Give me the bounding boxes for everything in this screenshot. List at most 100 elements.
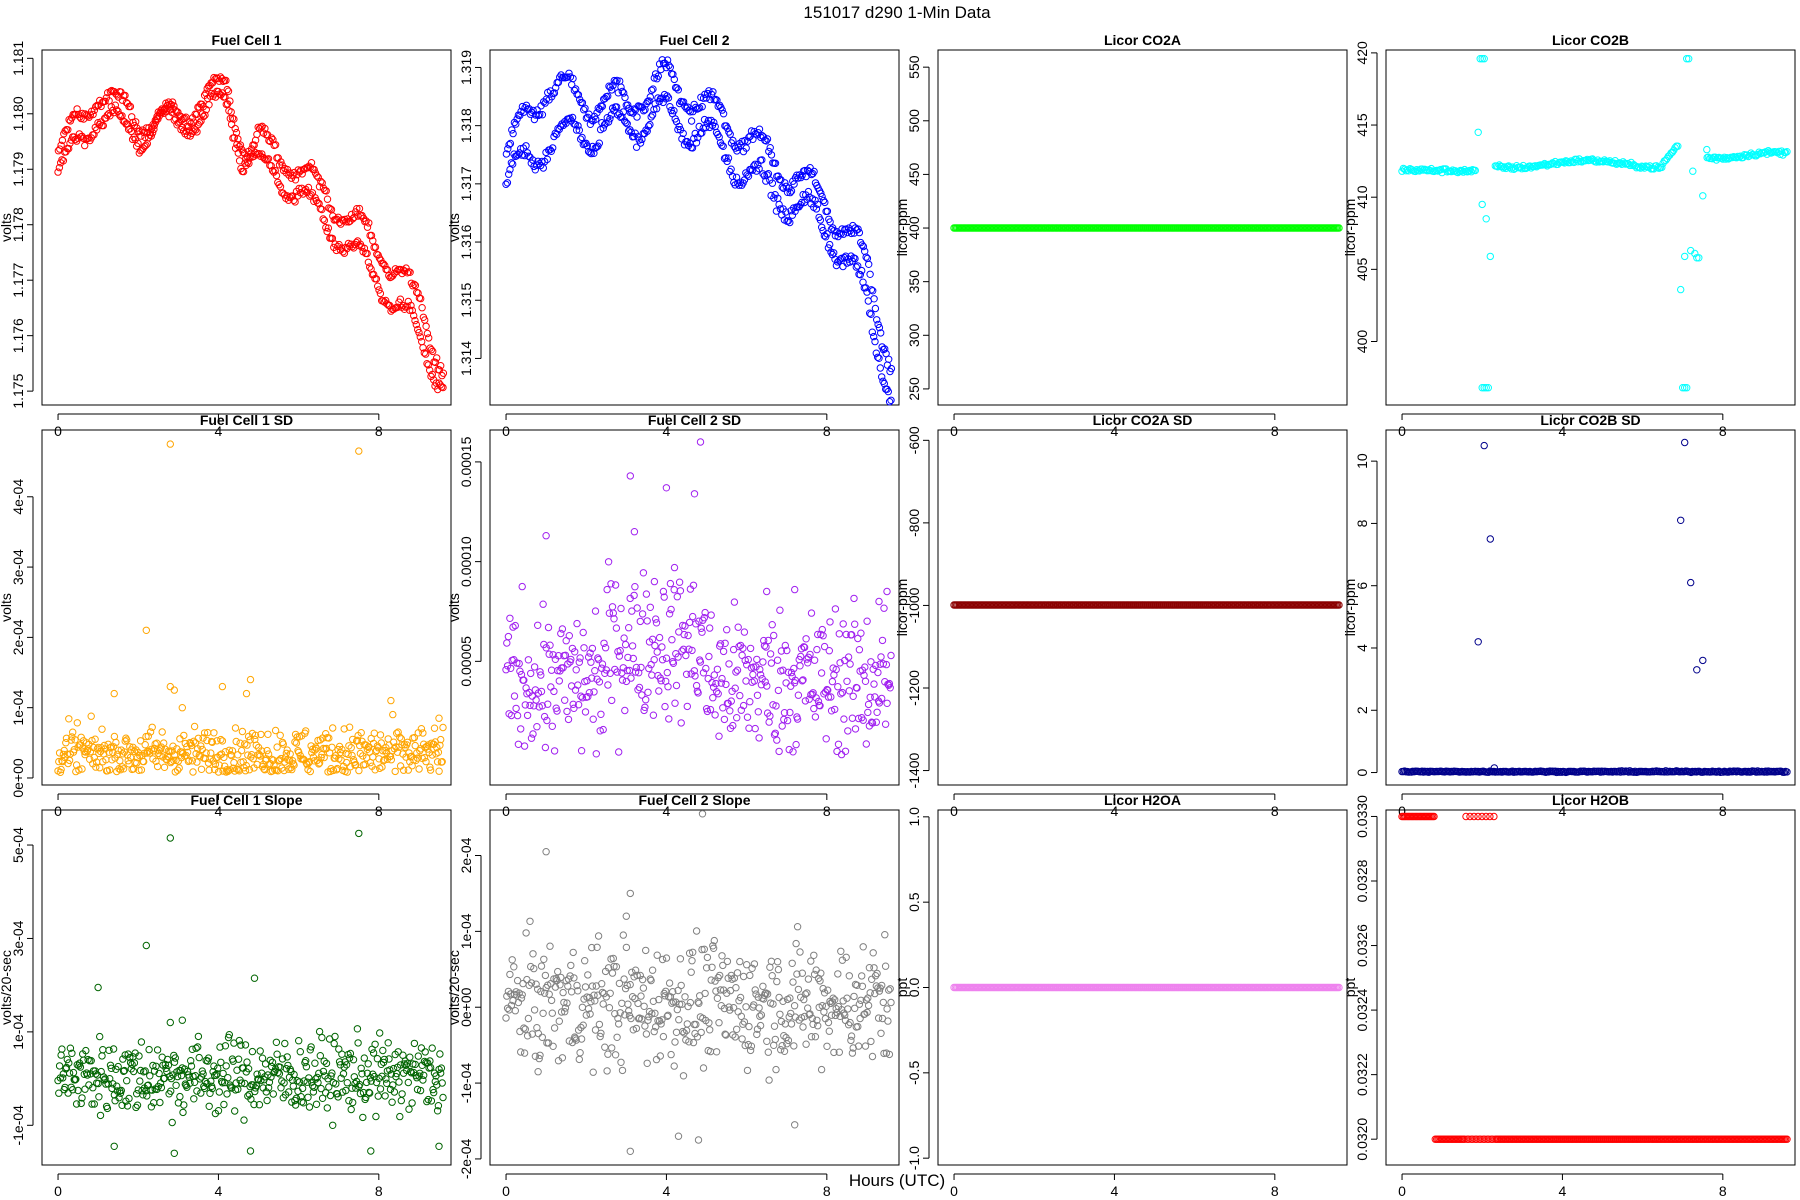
data-point: [727, 697, 735, 705]
data-point: [534, 621, 542, 629]
data-point: [422, 757, 430, 766]
data-point: [633, 113, 641, 121]
data-point: [698, 628, 706, 636]
data-point: [435, 1142, 443, 1151]
x-tick-label: 4: [663, 423, 671, 439]
data-point: [687, 117, 696, 125]
data-point: [58, 156, 66, 164]
data-point: [231, 767, 239, 775]
data-point: [107, 743, 116, 751]
data-point: [163, 752, 172, 760]
data-point: [601, 669, 609, 677]
panel-title: Fuel Cell 2 Slope: [638, 792, 750, 808]
data-point: [519, 144, 528, 152]
data-point: [669, 70, 677, 79]
y-tick-label: 1.319: [458, 50, 474, 85]
data-point: [608, 696, 616, 705]
data-point: [512, 120, 520, 128]
x-tick-label: 4: [215, 423, 223, 439]
data-point: [118, 763, 126, 771]
data-point: [210, 729, 218, 737]
data-point: [113, 750, 122, 758]
data-point: [586, 649, 594, 657]
data-point: [375, 755, 383, 763]
data-point: [313, 172, 321, 180]
data-point: [65, 715, 73, 723]
data-point: [428, 751, 436, 759]
data-point: [799, 1023, 807, 1031]
data-point: [246, 1147, 255, 1155]
y-tick-label: 4: [1354, 644, 1370, 652]
data-point: [363, 249, 371, 258]
data-point: [646, 603, 654, 611]
data-point: [762, 643, 770, 651]
data-point: [764, 636, 772, 645]
data-point: [721, 639, 729, 647]
data-point: [746, 644, 755, 653]
data-point: [653, 951, 661, 959]
data-point: [590, 688, 598, 696]
data-point: [611, 581, 620, 589]
data-point: [435, 379, 443, 387]
data-point: [801, 697, 810, 705]
data-point: [821, 198, 829, 207]
data-point: [157, 743, 166, 751]
data-point: [763, 587, 771, 596]
data-point: [871, 661, 880, 670]
data-point: [812, 205, 821, 213]
data-point: [851, 620, 859, 628]
data-point: [169, 742, 177, 750]
data-point: [760, 642, 769, 650]
data-point: [834, 740, 843, 748]
data-point: [69, 728, 77, 736]
data-point: [263, 1096, 271, 1105]
data-point: [243, 1058, 251, 1066]
data-point: [632, 143, 641, 151]
panel-title: Licor CO2A: [1104, 32, 1181, 48]
data-point: [353, 1025, 362, 1033]
data-point: [542, 848, 550, 856]
y-tick-label: 4e-04: [10, 479, 26, 515]
data-point: [756, 671, 765, 679]
x-tick-label: 0: [54, 1183, 62, 1199]
data-point: [90, 753, 99, 762]
data-point: [515, 659, 523, 668]
data-point: [546, 942, 554, 950]
data-point: [255, 124, 264, 133]
data-point: [813, 645, 821, 654]
data-point: [395, 1078, 403, 1086]
data-point: [396, 1112, 404, 1121]
y-tick-label: 550: [906, 55, 922, 79]
data-point: [329, 724, 337, 732]
data-point: [697, 624, 705, 632]
data-point: [238, 727, 247, 736]
data-point: [594, 991, 602, 999]
y-tick-label: 1.314: [458, 341, 474, 376]
data-point: [130, 133, 138, 141]
data-point: [517, 725, 525, 733]
data-point: [262, 755, 270, 763]
y-tick-label: 0.0320: [1354, 1118, 1370, 1161]
data-point: [541, 971, 550, 980]
data-point: [311, 1059, 319, 1067]
data-point: [216, 751, 224, 759]
data-point: [698, 810, 707, 818]
data-point: [595, 139, 603, 147]
data-point: [227, 751, 235, 759]
data-point: [1471, 166, 1480, 175]
data-point: [580, 106, 588, 114]
data-point: [264, 730, 272, 738]
data-point: [429, 347, 437, 356]
data-point: [110, 689, 118, 698]
data-point: [168, 1118, 176, 1127]
data-point: [553, 707, 561, 715]
x-tick-label: 8: [375, 803, 383, 819]
data-points: [950, 983, 1343, 992]
data-point: [648, 635, 657, 643]
data-point: [620, 634, 628, 642]
y-tick-label: 1.317: [458, 166, 474, 201]
data-point: [396, 733, 404, 741]
y-tick-label: 450: [906, 163, 922, 187]
y-axis-label: licor-ppm: [894, 199, 910, 257]
data-point: [837, 947, 845, 955]
